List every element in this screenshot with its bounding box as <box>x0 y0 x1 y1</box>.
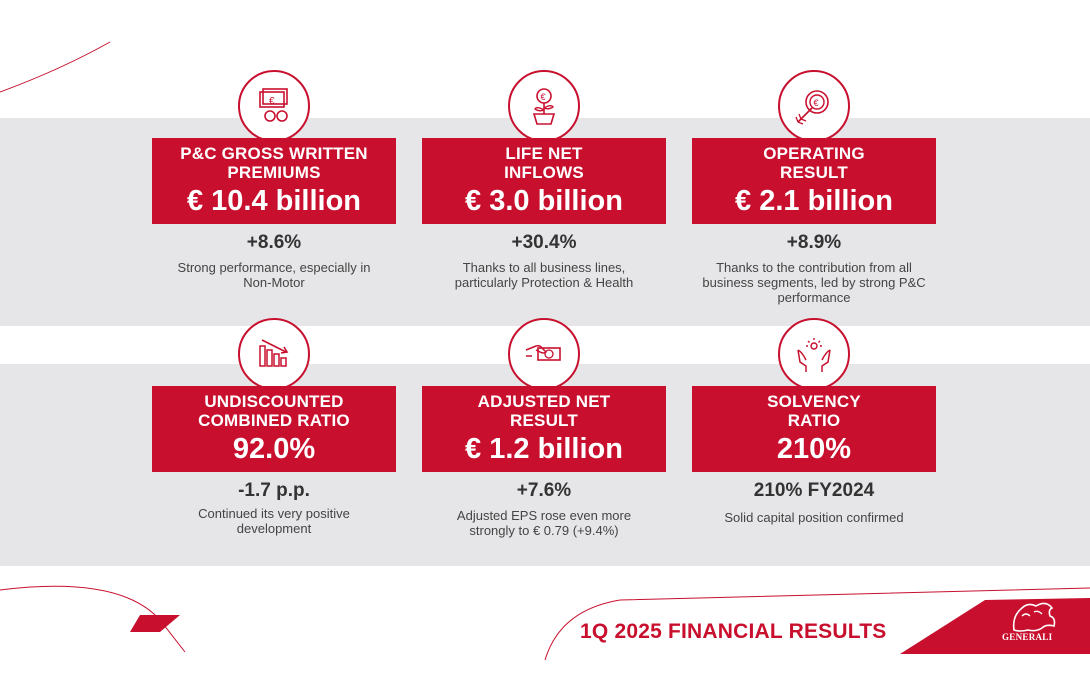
kpi-description: Adjusted EPS rose even more strongly to … <box>456 508 632 538</box>
kpi-title: ADJUSTED NET RESULT <box>477 392 611 430</box>
generali-lion-logo-icon <box>1012 602 1056 632</box>
svg-text:€: € <box>269 96 275 107</box>
kpi-change: +8.9% <box>786 232 842 253</box>
kpi-box: P&C GROSS WRITTEN PREMIUMS € 10.4 billio… <box>152 138 396 224</box>
hand-banknote-icon <box>508 318 580 390</box>
svg-text:€: € <box>814 98 819 108</box>
kpi-change: +8.6% <box>246 232 302 253</box>
kpi-value: € 1.2 billion <box>465 433 623 465</box>
kpi-title: UNDISCOUNTED COMBINED RATIO <box>198 392 350 430</box>
kpi-description: Strong performance, especially in Non-Mo… <box>177 260 371 290</box>
kpi-title: SOLVENCY RATIO <box>767 392 861 430</box>
kpi-description: Thanks to all business lines, particular… <box>454 260 634 290</box>
footer-title: 1Q 2025 FINANCIAL RESULTS <box>580 620 887 643</box>
kpi-title: OPERATING RESULT <box>763 144 865 182</box>
kpi-change: +7.6% <box>516 480 572 501</box>
declining-chart-icon <box>238 318 310 390</box>
kpi-box: SOLVENCY RATIO 210% <box>692 386 936 472</box>
kpi-title: P&C GROSS WRITTEN PREMIUMS <box>180 144 368 182</box>
kpi-title: LIFE NET INFLOWS <box>504 144 584 182</box>
kpi-value: € 2.1 billion <box>735 185 893 217</box>
hands-protect-icon <box>778 318 850 390</box>
money-coins-icon: € <box>238 70 310 142</box>
kpi-box: OPERATING RESULT € 2.1 billion <box>692 138 936 224</box>
kpi-value: € 3.0 billion <box>465 185 623 217</box>
kpi-description: Solid capital position confirmed <box>724 510 904 525</box>
kpi-value: 92.0% <box>232 433 316 465</box>
kpi-description: Continued its very positive development <box>198 506 350 536</box>
kpi-change: +30.4% <box>511 232 577 253</box>
kpi-change: -1.7 p.p. <box>238 480 310 501</box>
svg-text:€: € <box>541 92 546 102</box>
euro-plant-icon: € <box>508 70 580 142</box>
kpi-box: LIFE NET INFLOWS € 3.0 billion <box>422 138 666 224</box>
kpi-value: 210% <box>776 433 852 465</box>
kpi-description: Thanks to the contribution from all busi… <box>702 260 926 305</box>
kpi-box: UNDISCOUNTED COMBINED RATIO 92.0% <box>152 386 396 472</box>
kpi-change: 210% FY2024 <box>753 480 875 501</box>
kpi-value: € 10.4 billion <box>186 185 362 217</box>
kpi-box: ADJUSTED NET RESULT € 1.2 billion <box>422 386 666 472</box>
target-arrow-icon: € <box>778 70 850 142</box>
logo-text: GENERALI <box>1002 632 1053 642</box>
